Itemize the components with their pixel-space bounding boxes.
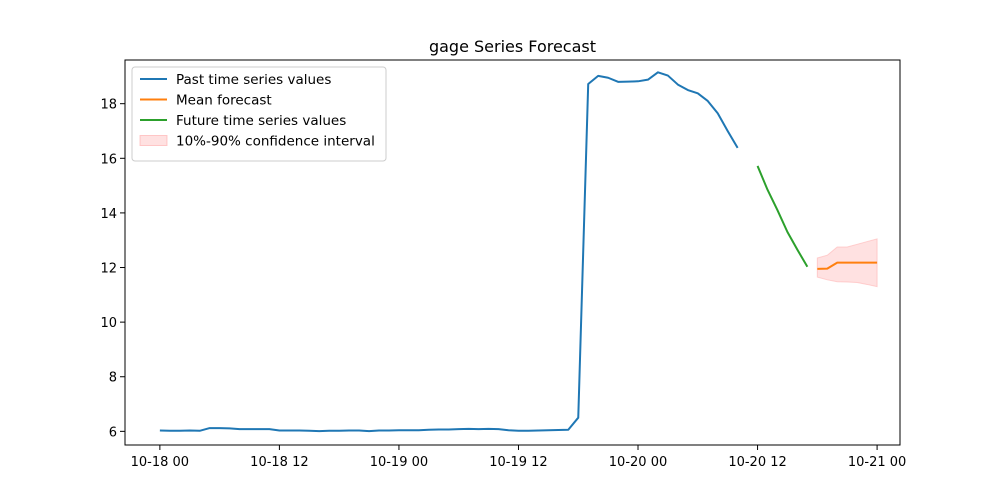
x-tick-label: 10-19 12 <box>489 455 547 470</box>
x-tick-label: 10-21 00 <box>848 455 906 470</box>
legend-label: Future time series values <box>176 113 346 129</box>
x-tick-label: 10-20 12 <box>728 455 786 470</box>
plot-area <box>159 71 878 433</box>
y-tick-label: 16 <box>100 152 117 167</box>
legend-box <box>131 66 387 162</box>
x-tick-label: 10-18 00 <box>131 455 189 470</box>
plot-frame <box>124 59 901 446</box>
chart-title: gage Series Forecast <box>429 37 596 56</box>
series-line-mean-forecast <box>817 261 878 270</box>
x-tick-label: 10-18 12 <box>250 455 308 470</box>
legend: Past time series values Mean forecast Futu… <box>131 66 387 162</box>
y-tick-label: 8 <box>109 371 117 386</box>
series-line-past-time-series-values <box>159 71 739 433</box>
legend-label: 10%-90% confidence interval <box>176 134 375 150</box>
legend-label: Mean forecast <box>176 93 272 109</box>
y-tick-label: 10 <box>100 316 117 331</box>
axes: 10-18 00 10-18 12 10-19 00 10-19 12 10-20 00… <box>100 59 906 470</box>
legend-label: Past time series values <box>176 72 331 88</box>
y-tick-label: 18 <box>100 98 117 113</box>
y-tick-label: 14 <box>100 207 117 222</box>
legend-swatch <box>139 135 168 146</box>
y-tick-label: 12 <box>100 262 117 277</box>
series-line-future-time-series-values <box>756 165 809 268</box>
x-tick-label: 10-20 00 <box>609 455 667 470</box>
x-tick-label: 10-19 00 <box>370 455 428 470</box>
y-tick-label: 6 <box>109 425 117 440</box>
